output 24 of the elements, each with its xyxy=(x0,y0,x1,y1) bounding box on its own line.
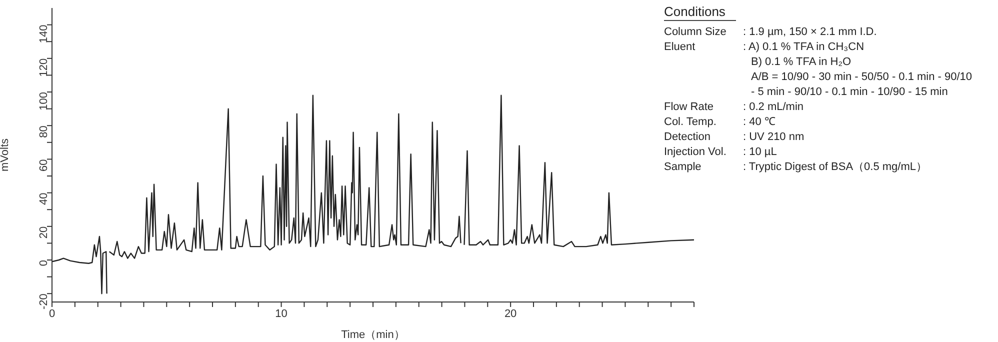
y-tick-label: 100 xyxy=(38,92,50,110)
y-tick-label: -20 xyxy=(38,294,50,310)
text: A/B = 10/90 - 30 min - 50/50 - 0.1 min - 90/10 xyxy=(750,70,972,85)
y-tick-label: 60 xyxy=(38,159,50,172)
x-axis-title: Time（min） xyxy=(341,329,405,341)
y-tick-label: 140 xyxy=(38,24,50,44)
y-tick-label: 80 xyxy=(38,126,50,138)
text: - 5 min - 90/10 - 0.1 min - 10/90 - 15 min xyxy=(750,85,948,100)
text: Sample : Tryptic Digest of BSA（0.5 mg/mL） xyxy=(664,161,928,173)
text: Detection : UV 210 nm xyxy=(664,131,804,143)
text: Eluent : A) 0.1 % TFA in CH₃CN xyxy=(664,41,864,53)
text: Injection Vol. : 10 µL xyxy=(664,146,777,158)
y-tick-label: 20 xyxy=(38,226,50,239)
y-tick-label: 120 xyxy=(38,58,50,77)
text: Column Size : 1.9 µm, 150 × 2.1 mm I.D. xyxy=(664,26,877,38)
text: Col. Temp. : 40 ℃ xyxy=(664,116,776,128)
annotation: Conditions xyxy=(664,4,736,21)
x-tick-label: 20 xyxy=(504,308,517,320)
y-tick-label: 40 xyxy=(38,192,50,206)
y-axis-title: mVolts xyxy=(0,138,11,172)
y-tick-label: 0 xyxy=(38,260,50,266)
text: B) 0.1 % TFA in H₂O xyxy=(750,55,852,70)
x-tick-label: 10 xyxy=(275,308,288,320)
text: Flow Rate : 0.2 mL/min xyxy=(664,101,804,113)
